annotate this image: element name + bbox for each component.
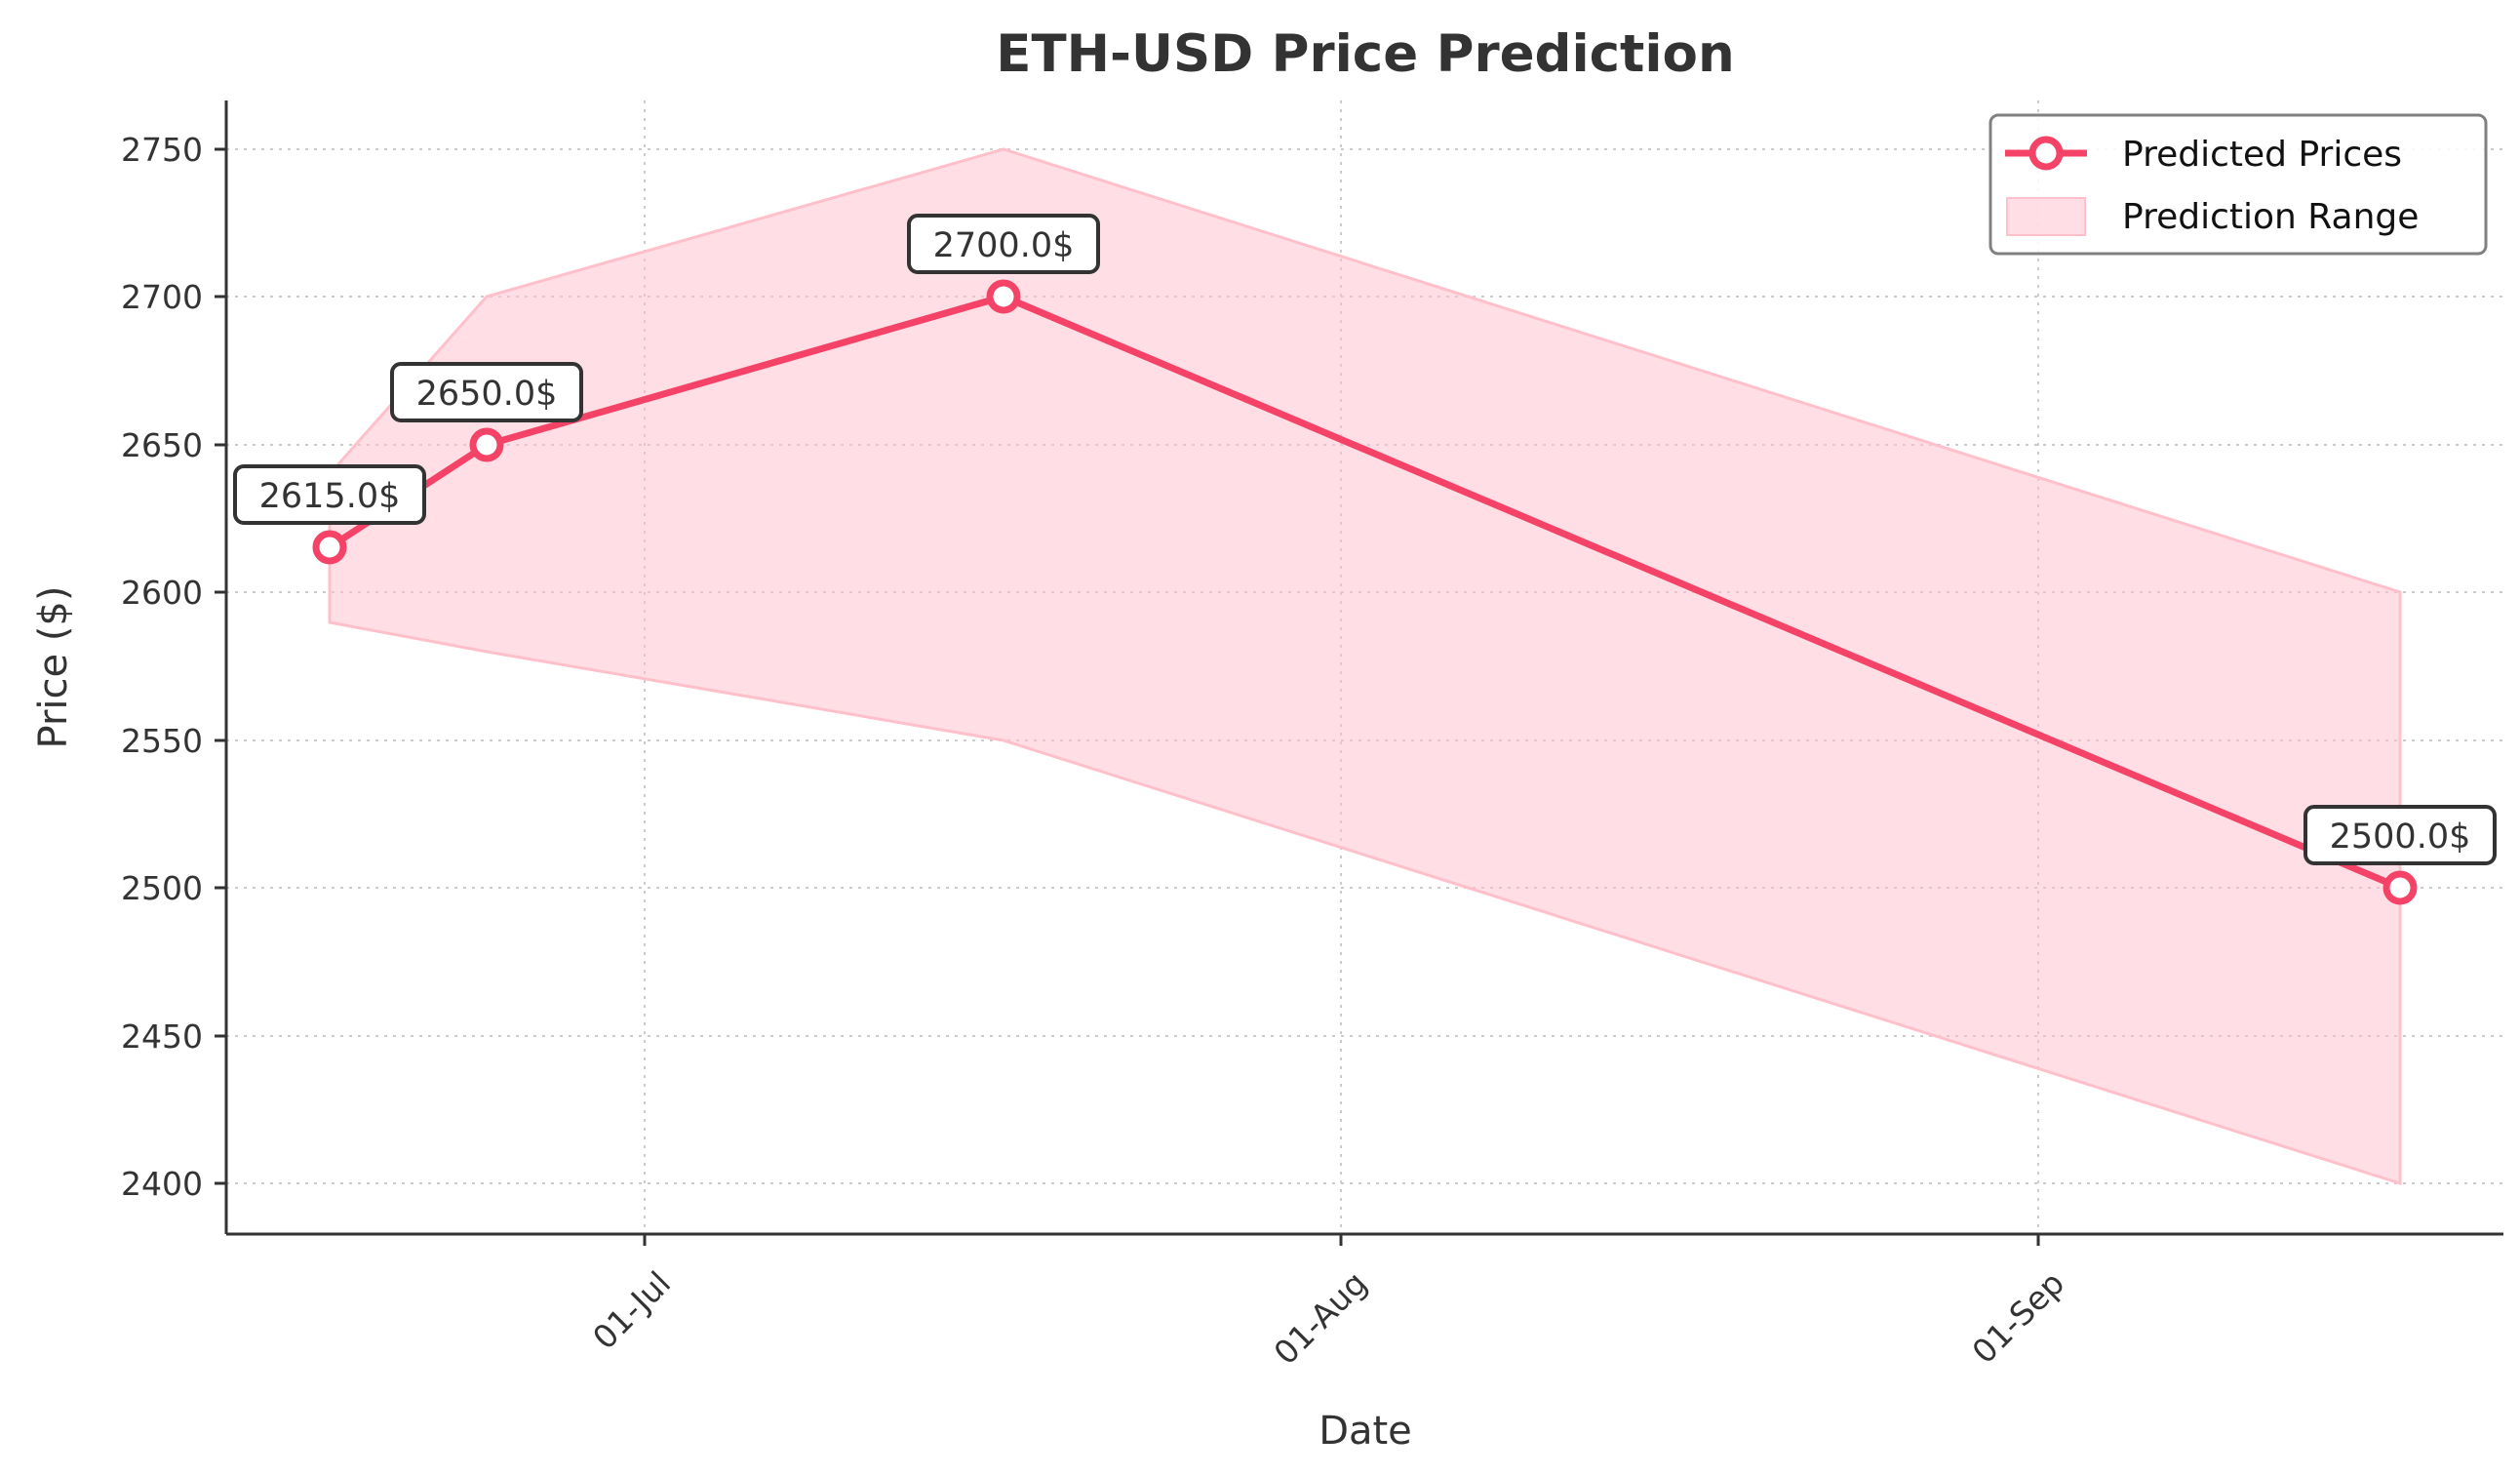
annotation: 2700.0$ xyxy=(907,214,1100,274)
y-axis-tick-labels: 2750 2700 2650 2600 2550 2500 2450 2400 xyxy=(121,131,203,1203)
annotation-text: 2615.0$ xyxy=(259,477,401,516)
y-tick-label: 2550 xyxy=(121,722,203,760)
legend-label-predicted: Predicted Prices xyxy=(2122,135,2402,175)
y-tick-label: 2600 xyxy=(121,574,203,612)
annotation-text: 2500.0$ xyxy=(2330,818,2471,857)
x-axis-ticks xyxy=(643,1234,2040,1246)
point-marker xyxy=(2382,870,2418,905)
y-tick-label: 2500 xyxy=(121,869,203,907)
point-marker xyxy=(469,427,504,462)
x-axis-title: Date xyxy=(1319,1409,1412,1454)
annotation: 2650.0$ xyxy=(390,362,583,422)
x-tick-label: 01-Jul xyxy=(585,1264,678,1357)
legend-area-swatch xyxy=(2006,197,2086,236)
x-axis-tick-labels: 01-Jul 01-Aug 01-Sep xyxy=(585,1264,2071,1373)
x-tick-label: 01-Sep xyxy=(1965,1264,2072,1372)
legend: Predicted Prices Prediction Range xyxy=(1988,113,2488,256)
annotation-text: 2700.0$ xyxy=(933,226,1075,265)
y-tick-label: 2650 xyxy=(121,426,203,464)
data-markers xyxy=(312,279,2418,905)
y-axis-ticks xyxy=(215,147,226,1185)
legend-label-range: Prediction Range xyxy=(2122,197,2419,237)
y-axis-title: Price ($) xyxy=(31,586,76,749)
y-tick-label: 2450 xyxy=(121,1017,203,1056)
chart-title: ETH-USD Price Prediction xyxy=(996,24,1734,84)
annotation-text: 2650.0$ xyxy=(416,375,558,414)
x-tick-label: 01-Aug xyxy=(1266,1264,1374,1373)
point-marker xyxy=(986,279,1021,314)
legend-marker-icon xyxy=(2028,136,2064,171)
y-tick-label: 2400 xyxy=(121,1165,203,1203)
prediction-range-area xyxy=(328,147,2402,1186)
y-tick-label: 2750 xyxy=(121,131,203,169)
annotation: 2500.0$ xyxy=(2303,805,2497,865)
annotation: 2615.0$ xyxy=(233,464,426,525)
y-tick-label: 2700 xyxy=(121,278,203,316)
point-marker xyxy=(312,530,347,565)
